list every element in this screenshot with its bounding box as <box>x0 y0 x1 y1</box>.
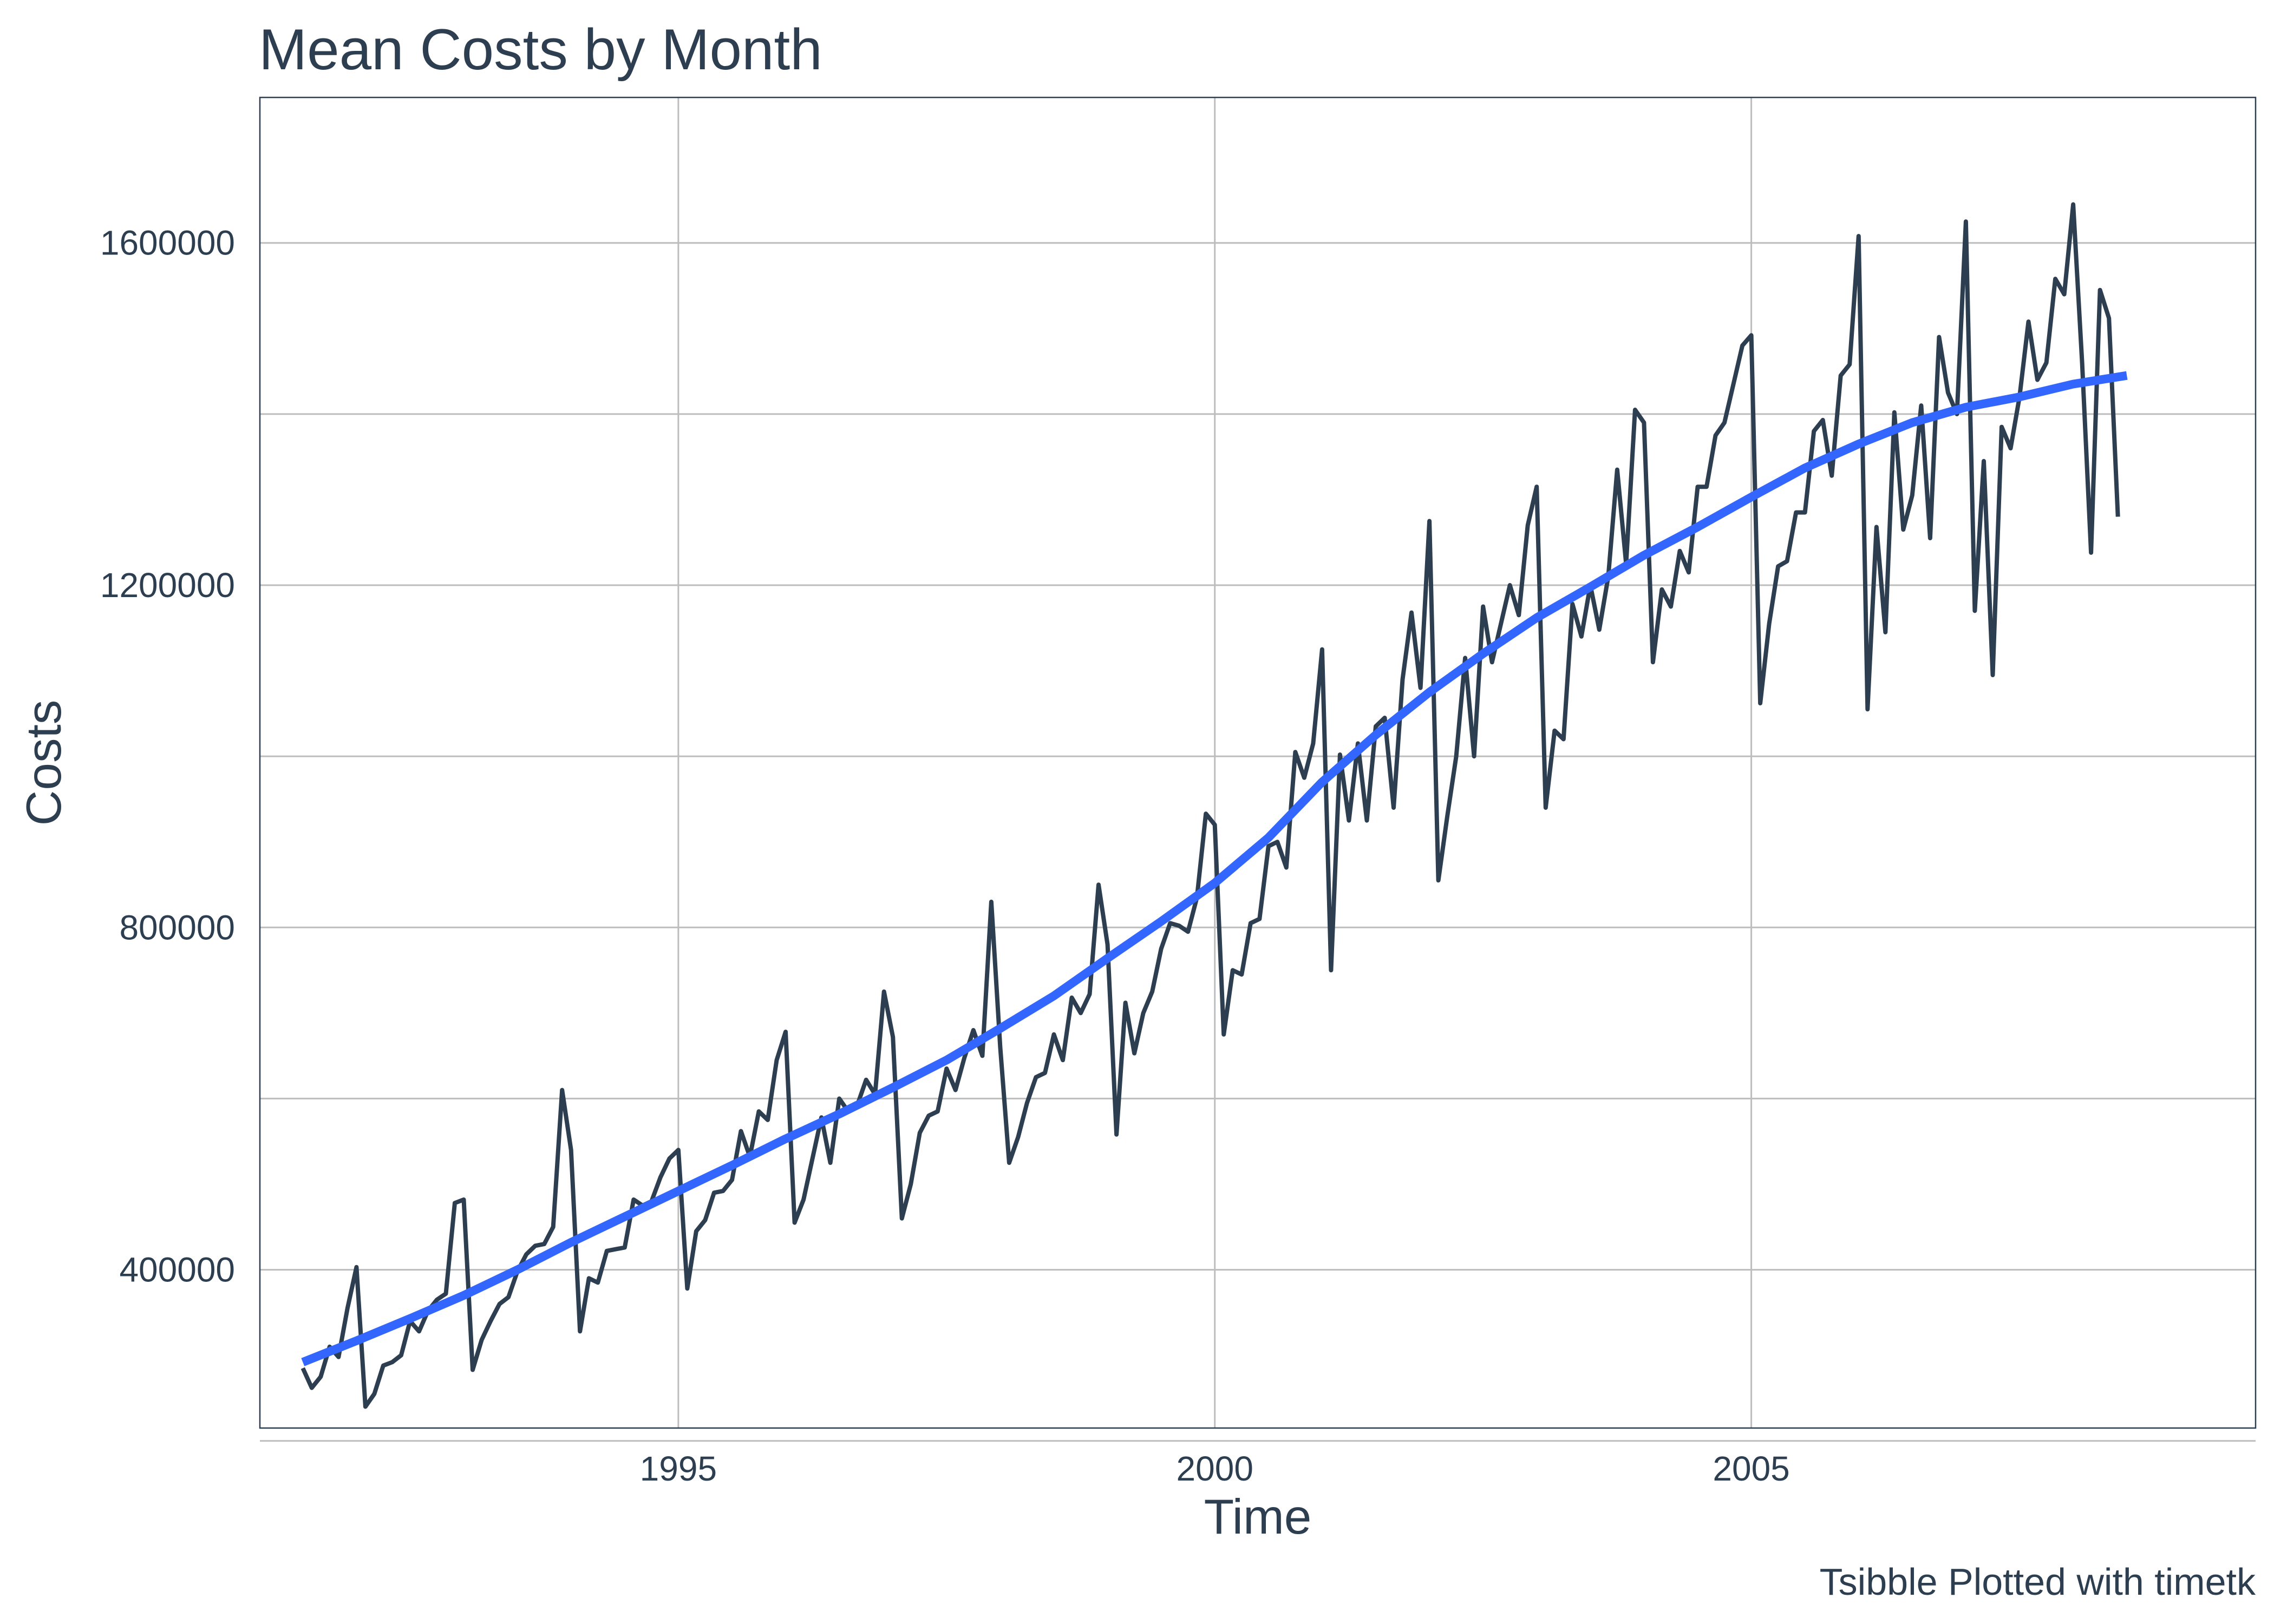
x-tick-label: 2005 <box>1713 1449 1789 1488</box>
x-tick-label: 1995 <box>640 1449 717 1488</box>
y-tick-label: 1600000 <box>100 224 235 263</box>
y-tick-label: 1200000 <box>100 566 235 605</box>
y-tick-label: 400000 <box>119 1250 235 1289</box>
series-layer <box>300 202 2128 1409</box>
chart-caption: Tsibble Plotted with timetk <box>1820 1561 2256 1603</box>
costs-line <box>300 202 2120 1409</box>
x-tick-label: 2000 <box>1177 1449 1253 1488</box>
y-axis-title: Costs <box>17 700 71 826</box>
x-axis-title: Time <box>1204 1490 1312 1544</box>
tick-labels: 400000 800000 1200000 1600000 1995 2000 2005 <box>100 224 1790 1488</box>
plot-panel <box>259 96 2257 1429</box>
chart-title: Mean Costs by Month <box>259 17 822 82</box>
grid <box>260 97 2256 1442</box>
y-tick-label: 800000 <box>119 908 235 947</box>
smooth-trend-line <box>301 371 2128 1366</box>
